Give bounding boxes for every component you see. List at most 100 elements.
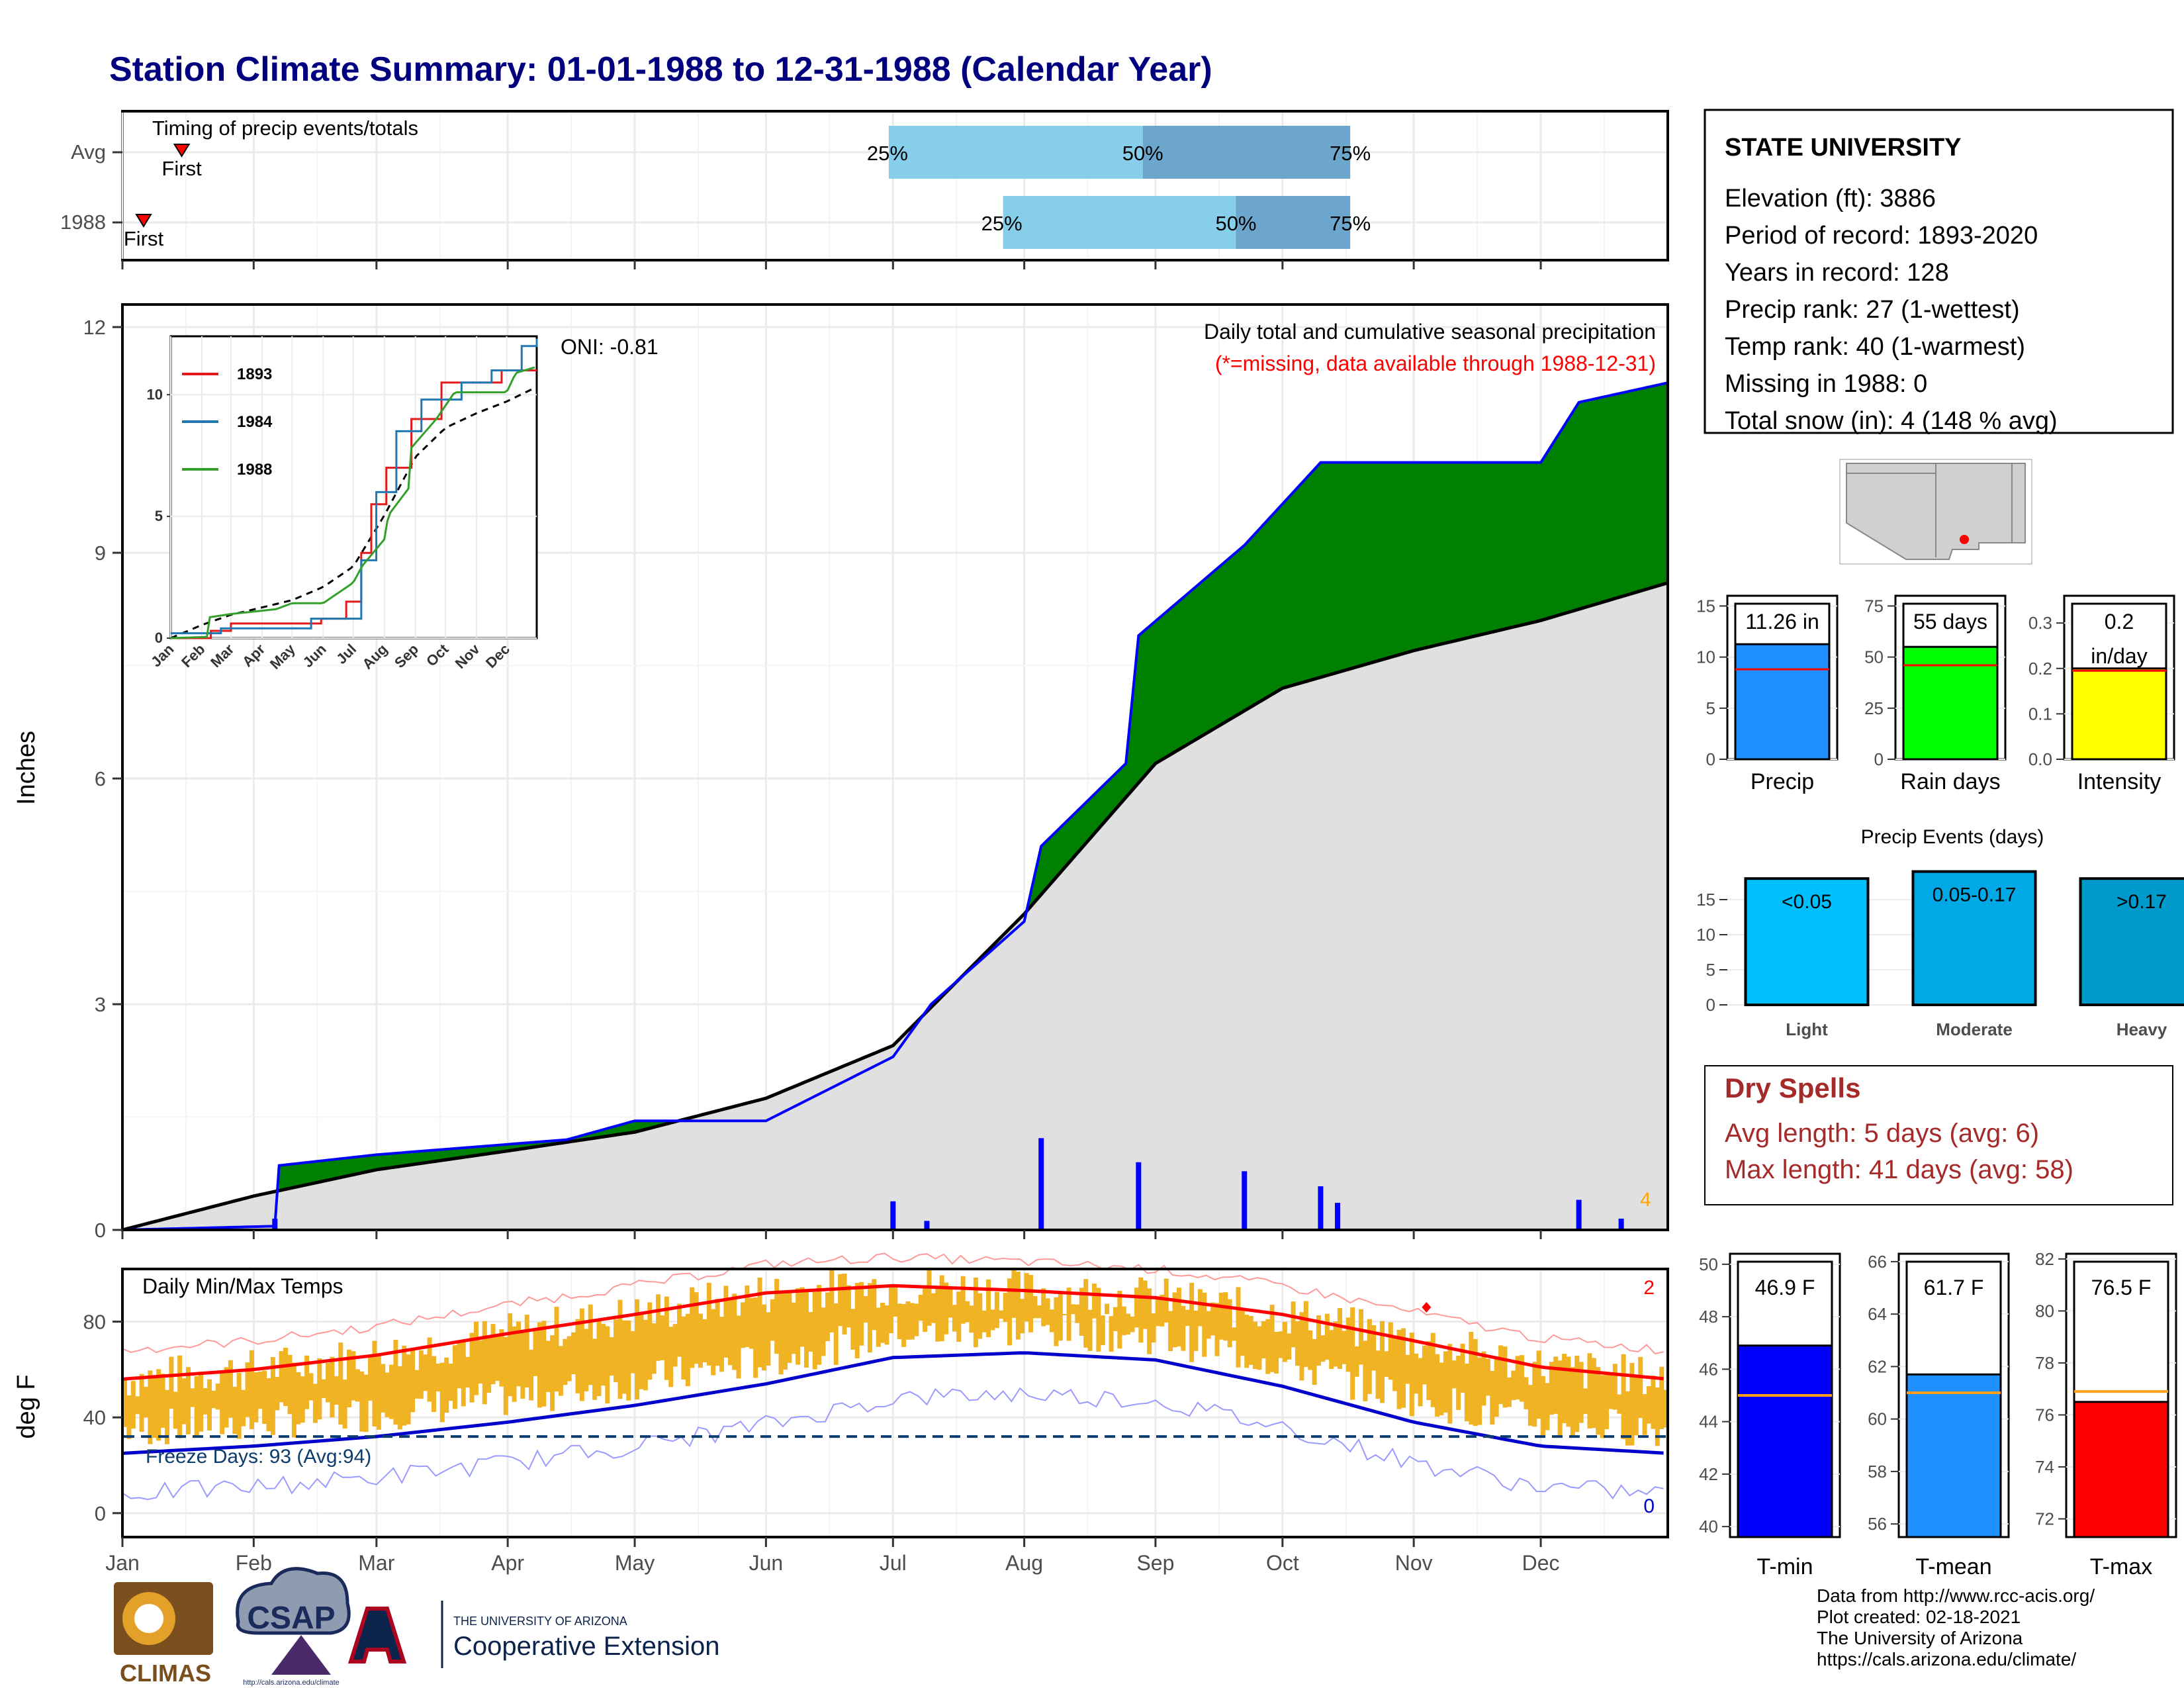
month-axis: Jan Feb Mar Apr May Jun Jul Aug Sep Oct Nov Dec [105,260,1560,1575]
daily-temp-bar [1020,1299,1025,1334]
temp-y-ticks: 0 40 80 [83,1311,122,1525]
daily-temp-bar [1494,1357,1499,1417]
daily-temp-bar [1197,1289,1203,1327]
temp-summary-tick-label: 60 [1868,1409,1887,1429]
temp-summary-tick-label: 76 [2035,1405,2054,1425]
climas-logo-text: CLIMAS [120,1660,211,1687]
temp-summary-tick-label: 72 [2035,1509,2054,1529]
daily-temp-bar [334,1376,339,1405]
station-detail-line: Total snow (in): 4 (148 % avg) [1725,407,2058,435]
daily-temp-bar [1147,1288,1152,1354]
daily-temp-bar [956,1291,962,1342]
min-record-count: 0 [1643,1495,1655,1517]
daily-temp-bar [787,1292,792,1363]
events-tick-label: 15 [1696,890,1715,910]
daily-temp-bar [821,1307,826,1356]
daily-temp-bar [249,1350,254,1429]
daily-temp-bar [1227,1299,1232,1348]
temperature-bar-charts: 40 42 44 46 48 50 46.9 F T-min 56 58 60 62 64 66 61.7 … [1699,1249,2177,1579]
daily-temp-bar [1160,1294,1165,1327]
summary-tick-label: 0.3 [2028,613,2052,633]
daily-temp-bar [1185,1309,1190,1327]
daily-temp-bar [905,1301,911,1340]
summary-bar-charts: 0 5 10 15 11.26 in Precip 0 25 50 75 55 days Rain d… [1696,594,2175,794]
daily-temp-bar [668,1327,674,1387]
daily-temp-bar [241,1389,246,1427]
daily-temp-bar [1600,1375,1605,1438]
month-tick-label: Feb [236,1551,272,1575]
daily-temp-bar [617,1299,623,1399]
daily-temp-bar [1291,1301,1296,1348]
daily-temp-bar [173,1391,178,1429]
credit-line: Data from http://www.rcc-acis.org/ [1817,1585,2095,1606]
surplus-area [279,1120,682,1191]
daily-temp-bar [1054,1297,1059,1346]
daily-temp-bar [503,1336,508,1415]
dry-spells-title: Dry Spells [1725,1072,1860,1103]
summary-tick-label: 75 [1864,596,1884,616]
daily-temp-bar [1532,1362,1537,1427]
daily-temp-bar [854,1283,860,1358]
daily-temp-bar [741,1302,745,1348]
observed-cumulative-line [122,381,1668,1231]
daily-precip-bar [1576,1199,1582,1230]
temp-y-tick-label: 40 [83,1406,106,1429]
timing-panel: 25%50%75%FirstLast25%50%75%FirstLast Tim… [60,110,1789,261]
daily-temp-bar [1295,1321,1300,1366]
daily-temp-bar [275,1377,280,1411]
daily-temp-bar [1633,1377,1639,1436]
daily-temp-bar [1176,1288,1181,1347]
daily-temp-bar [694,1292,699,1364]
daily-temp-bar [1168,1311,1173,1352]
daily-temp-bar [1130,1316,1135,1333]
daily-temp-bar [1541,1376,1546,1436]
credit-line: The University of Arizona [1817,1628,2023,1648]
daily-temp-bar [410,1350,416,1413]
daily-temp-bar [1562,1354,1567,1423]
daily-temp-bar [1299,1312,1304,1381]
daily-temp-bar [630,1331,635,1374]
daily-temp-bar [1655,1387,1660,1446]
daily-temp-bar [427,1337,432,1402]
daily-temp-bar [478,1340,483,1384]
daily-temp-bar [1621,1354,1626,1439]
daily-temp-bar [651,1323,657,1374]
daily-temp-bar [1578,1362,1584,1423]
daily-temp-bar [342,1380,347,1429]
daily-temp-bar [1443,1351,1448,1413]
daily-temp-bar [681,1316,686,1380]
daily-temp-bar [579,1308,584,1401]
daily-temp-bar [1464,1363,1469,1422]
daily-temp-bar [825,1292,830,1341]
daily-temp-bar [859,1282,864,1346]
daily-temp-bar [1138,1277,1144,1343]
record-high-marker [1422,1301,1432,1313]
daily-temp-bar [918,1294,923,1321]
daily-temp-bar [512,1326,517,1402]
events-bar-moderate [1911,870,2037,1006]
daily-temp-bar [452,1345,457,1409]
daily-temp-bar [1604,1374,1610,1430]
daily-temp-bar [435,1364,441,1392]
daily-temp-bar [1527,1385,1533,1426]
daily-temp-bar [799,1287,805,1347]
month-tick-label: Jan [105,1551,140,1575]
daily-temp-bar [897,1303,902,1339]
csap-url: http://cals.arizona.edu/climate [243,1679,340,1687]
daily-temp-bar [1435,1354,1440,1417]
daily-temp-bar [363,1374,369,1432]
y-tick-label: 3 [95,993,106,1016]
summary-tick-label: 0 [1874,749,1884,769]
daily-temp-bar [994,1291,999,1329]
daily-temp-bar [1371,1325,1377,1371]
daily-temp-bar [308,1373,314,1401]
events-bar-label: >0.17 [2116,891,2167,913]
daily-temp-bar [1015,1272,1021,1340]
daily-temp-bar [372,1340,377,1427]
daily-temp-bar [321,1379,326,1399]
events-bar-label: <0.05 [1782,891,1832,913]
daily-temp-bar [494,1333,500,1382]
daily-temp-bar [1392,1337,1398,1391]
daily-temp-bar [584,1329,589,1391]
